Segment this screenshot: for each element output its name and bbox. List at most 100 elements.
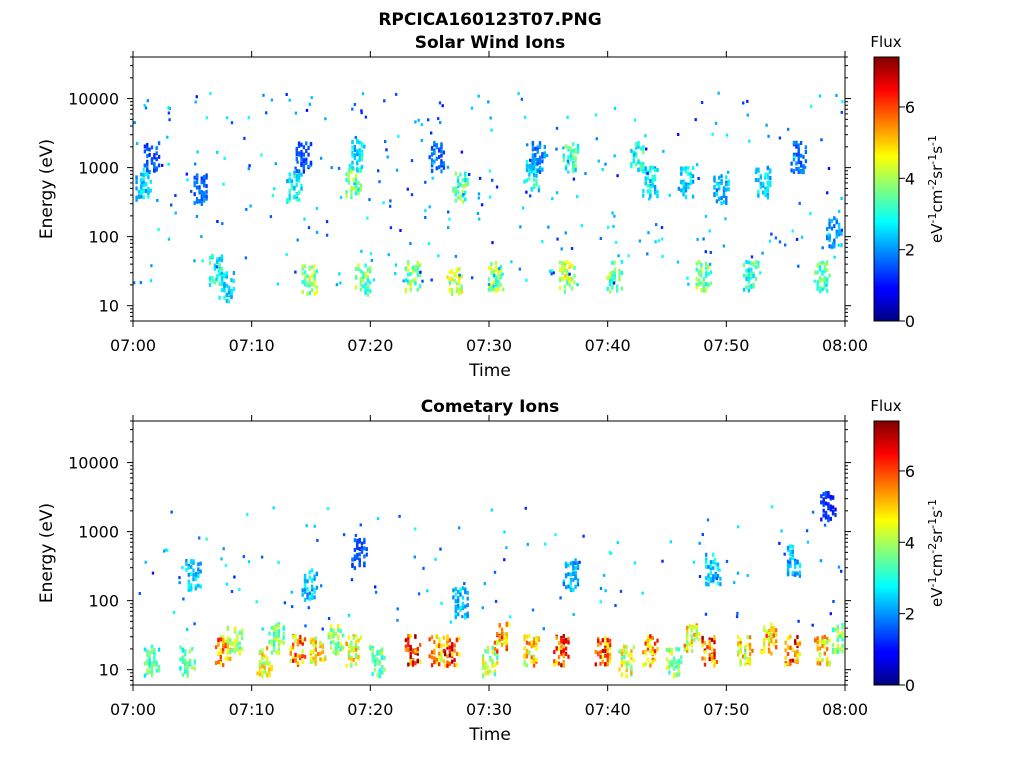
heatmap-cell — [315, 206, 319, 210]
heatmap-cell — [321, 643, 325, 648]
heatmap-cell — [356, 552, 359, 557]
heatmap-cell — [792, 152, 796, 157]
heatmap-cell — [277, 651, 281, 656]
heatmap-cell — [461, 184, 465, 189]
heatmap-cell — [430, 635, 434, 640]
heatmap-cell — [642, 147, 645, 152]
heatmap-cell — [357, 187, 360, 192]
heatmap-cell — [553, 659, 556, 664]
heatmap-cell — [766, 192, 770, 197]
heatmap-cell — [454, 587, 457, 592]
heatmap-cell — [292, 645, 295, 650]
heatmap-cell — [373, 667, 377, 672]
heatmap-cell — [601, 655, 605, 660]
heatmap-cell — [708, 653, 711, 658]
heatmap-cell — [151, 571, 155, 575]
heatmap-cell — [523, 637, 526, 642]
heatmap-cell — [517, 92, 520, 95]
heatmap-cell — [837, 230, 841, 235]
heatmap-cell — [308, 575, 311, 580]
heatmap-cell — [654, 240, 657, 244]
heatmap-cell — [536, 158, 539, 162]
heatmap-cell — [651, 636, 654, 641]
heatmap-cell — [523, 634, 526, 639]
heatmap-cell — [713, 637, 716, 642]
heatmap-cell — [195, 185, 199, 190]
heatmap-cell — [258, 649, 262, 654]
heatmap-cell — [497, 283, 500, 288]
heatmap-cell — [726, 170, 730, 174]
heatmap-cell — [334, 642, 338, 647]
heatmap-cell — [748, 139, 751, 143]
heatmap-cell — [668, 670, 671, 675]
heatmap-cell — [831, 505, 835, 510]
heatmap-cell — [701, 656, 704, 661]
heatmap-cell — [745, 274, 748, 278]
heatmap-cell — [233, 629, 237, 634]
heatmap-cell — [599, 641, 602, 646]
heatmap-cell — [218, 272, 221, 277]
heatmap-cell — [816, 640, 819, 645]
heatmap-cell — [286, 200, 289, 204]
heatmap-cell — [378, 668, 381, 673]
heatmap-cell — [618, 268, 621, 273]
heatmap-cell — [705, 557, 708, 562]
heatmap-cell — [752, 271, 755, 276]
heatmap-cell — [219, 655, 222, 659]
heatmap-cell — [761, 251, 764, 255]
heatmap-cell — [748, 656, 752, 661]
heatmap-cell — [142, 183, 145, 188]
heatmap-cell — [369, 252, 373, 256]
y-tick-label: 100 — [88, 592, 119, 611]
heatmap-cell — [301, 280, 304, 284]
heatmap-cell — [417, 118, 420, 122]
heatmap-cell — [563, 276, 567, 281]
heatmap-cell — [193, 666, 196, 671]
heatmap-cell — [555, 635, 558, 640]
heatmap-cell — [233, 575, 236, 579]
heatmap-cell — [550, 269, 553, 273]
heatmap-cell — [529, 194, 532, 198]
heatmap-cell — [341, 645, 345, 650]
heatmap-cell — [576, 564, 580, 569]
heatmap-cell — [167, 162, 170, 166]
heatmap-cell — [351, 107, 354, 111]
heatmap-cell — [646, 183, 650, 188]
heatmap-cell — [765, 123, 768, 127]
heatmap-cell — [686, 636, 689, 641]
heatmap-cell — [562, 634, 565, 638]
heatmap-cell — [493, 663, 497, 668]
heatmap-cell — [407, 263, 410, 268]
heatmap-cell — [725, 182, 728, 187]
heatmap-cell — [657, 239, 661, 243]
heatmap-cell — [802, 164, 805, 169]
heatmap-cell — [313, 283, 316, 288]
heatmap-cell — [155, 662, 158, 667]
heatmap-cell — [389, 199, 392, 203]
heatmap-cell — [185, 628, 189, 631]
heatmap-cell — [646, 646, 650, 651]
heatmap-cell — [273, 636, 276, 641]
heatmap-cell — [717, 91, 720, 95]
heatmap-cell — [821, 272, 824, 276]
heatmap-cell — [315, 289, 319, 294]
heatmap-cell — [799, 153, 803, 158]
heatmap-cell — [458, 273, 461, 277]
heatmap-cell — [719, 582, 722, 587]
heatmap-cell — [205, 175, 208, 180]
heatmap-cell — [542, 627, 545, 631]
heatmap-cell — [142, 172, 145, 177]
heatmap-cell — [233, 648, 237, 653]
heatmap-cell — [637, 160, 640, 165]
heatmap-cell — [541, 240, 544, 243]
heatmap-cell — [389, 204, 392, 208]
heatmap-cell — [311, 281, 314, 286]
heatmap-cell — [153, 166, 156, 171]
heatmap-cell — [611, 260, 614, 265]
heatmap-cell — [649, 634, 652, 639]
heatmap-cell — [149, 188, 152, 193]
heatmap-cell — [695, 277, 698, 282]
heatmap-cell — [606, 658, 609, 663]
heatmap-cell — [708, 646, 711, 651]
